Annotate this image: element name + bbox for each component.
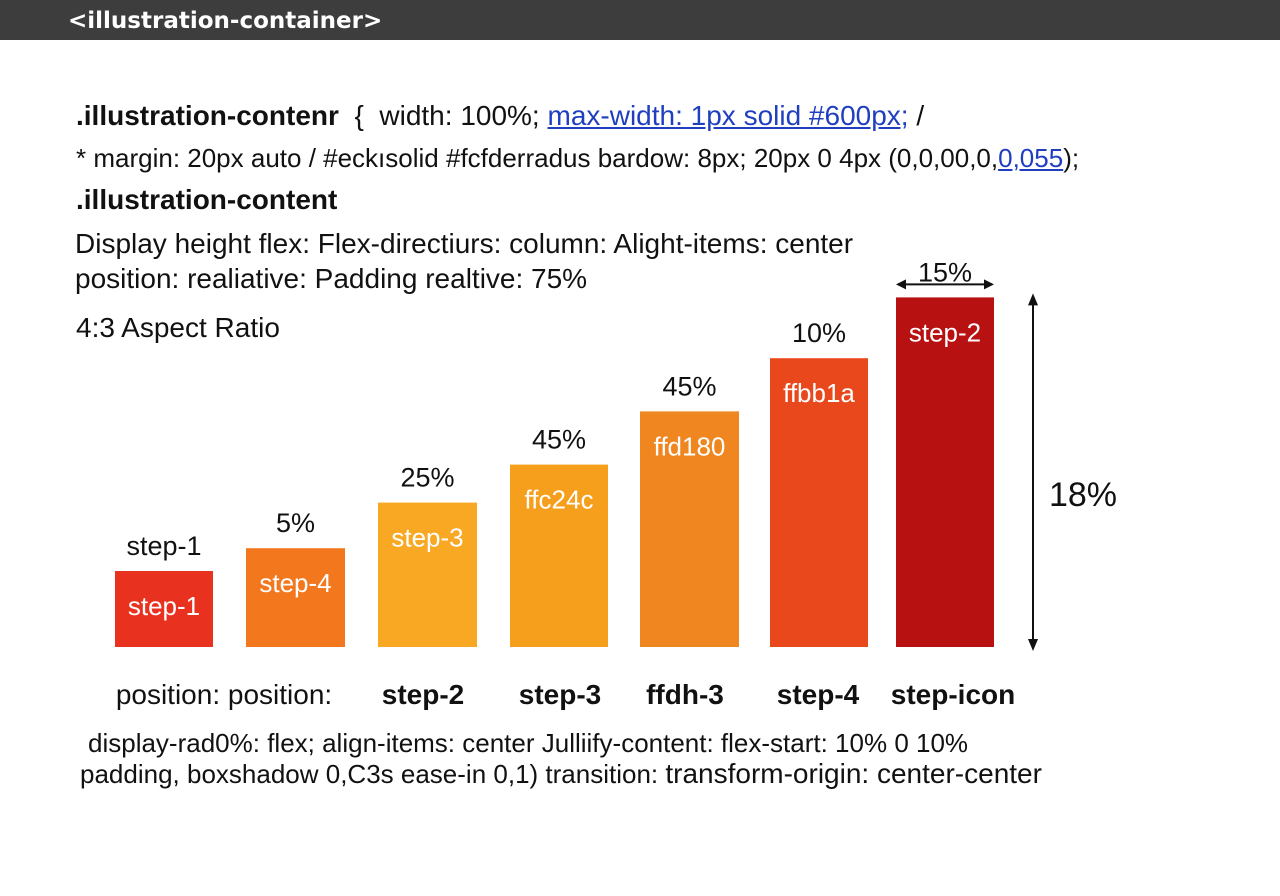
code-link[interactable]: max-width: 1px solid #600px; bbox=[547, 100, 909, 131]
code-line-3: .illustration-content bbox=[76, 184, 338, 215]
code-line-1: .illustration-contenr { width: 100%; max… bbox=[76, 100, 924, 132]
bar-inner-label-7: step-2 bbox=[909, 317, 981, 347]
bar-inner-label-2: step-4 bbox=[259, 568, 331, 598]
bar-top-label-2: 5% bbox=[276, 508, 315, 538]
bars-group: step-1 step-1 position: position: step-4 5% s… bbox=[115, 257, 1015, 710]
bar-6 bbox=[770, 358, 868, 647]
bar-5 bbox=[640, 411, 739, 647]
height-arrow-top-head bbox=[1028, 293, 1038, 306]
footer-line-1: display-rad0%: flex; align-items: center… bbox=[88, 728, 969, 758]
code-line-5: position: realiative: Padding realtive: … bbox=[75, 263, 588, 294]
category-label-5: step-4 bbox=[777, 679, 860, 710]
footer-line-2: padding, boxshadow 0,C3s ease-in 0,1) tr… bbox=[80, 758, 1042, 790]
category-label-3: step-3 bbox=[519, 679, 601, 710]
width-arrow-left-head bbox=[896, 279, 906, 290]
bar-7 bbox=[896, 297, 994, 647]
code-selector: .illustration-contenr bbox=[76, 100, 339, 131]
code-brace: { bbox=[354, 100, 364, 131]
code-line-2: * margin: 20px auto / #eckısolid #fcfder… bbox=[76, 143, 1079, 174]
annotations-group: 18% bbox=[896, 279, 1117, 651]
bar-inner-label-4: ffc24c bbox=[525, 485, 594, 515]
bar-top-label-3: 25% bbox=[400, 463, 454, 493]
footer-line-2b: transform-origin: center-center bbox=[665, 758, 1042, 789]
code-line-4: Display height flex: Flex-directiurs: co… bbox=[75, 228, 854, 259]
code-line-6: 4:3 Aspect Ratio bbox=[76, 312, 280, 343]
code-line-2-text: * margin: 20px auto / #eckısolid #fcfder… bbox=[76, 143, 999, 173]
bar-top-label-5: 45% bbox=[662, 371, 716, 401]
bar-top-label-7: 15% bbox=[918, 257, 972, 287]
bar-top-label-4: 45% bbox=[532, 425, 586, 455]
height-annotation-label: 18% bbox=[1049, 476, 1117, 514]
bar-4 bbox=[510, 464, 608, 647]
category-label-1: position: position: bbox=[116, 679, 332, 710]
code-line-2-tail: ); bbox=[1063, 143, 1080, 173]
code-prop: width: 100%; bbox=[379, 100, 540, 131]
bar-inner-label-5: ffd180 bbox=[654, 431, 726, 461]
category-label-4: ffdh-3 bbox=[646, 679, 724, 710]
bar-inner-label-3: step-3 bbox=[391, 523, 463, 553]
bar-inner-label-6: ffbb1a bbox=[783, 378, 855, 408]
bar-top-label-1: step-1 bbox=[126, 531, 201, 561]
code-tail: / bbox=[916, 100, 925, 131]
bar-inner-label-1: step-1 bbox=[128, 591, 200, 621]
bar-1 bbox=[115, 571, 213, 647]
width-arrow-right-head bbox=[984, 279, 994, 290]
code-line-2-link[interactable]: 0,055 bbox=[998, 143, 1064, 173]
category-label-2: step-2 bbox=[382, 679, 464, 710]
bar-top-label-6: 10% bbox=[792, 318, 846, 348]
category-label-6: step-icon bbox=[891, 679, 1015, 710]
height-arrow-bottom-head bbox=[1028, 639, 1038, 651]
bar-3 bbox=[378, 502, 477, 647]
header-title: <illustration-container> bbox=[0, 0, 1280, 40]
bar-2 bbox=[246, 548, 345, 647]
footer-line-2a: padding, boxshadow 0,C3s ease-in 0,1) tr… bbox=[80, 759, 666, 789]
